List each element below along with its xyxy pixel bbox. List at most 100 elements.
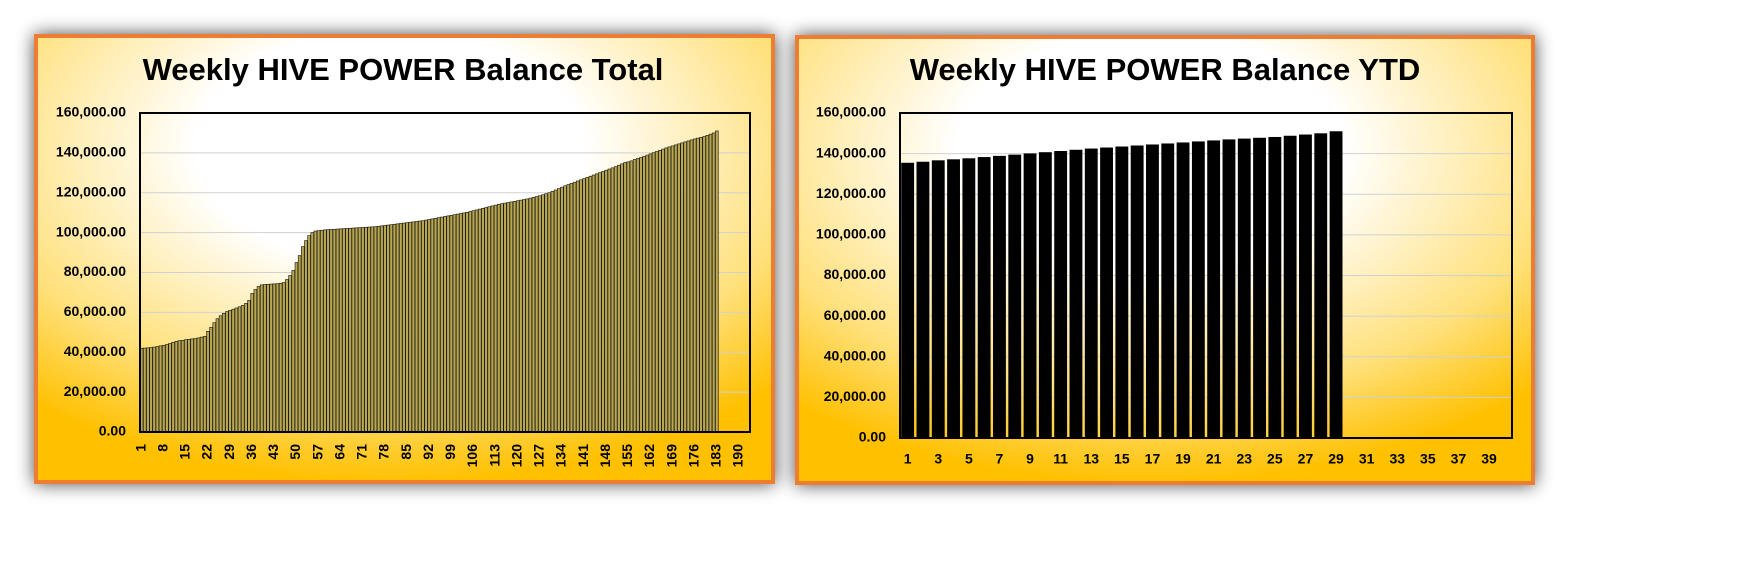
bar bbox=[367, 226, 371, 433]
x-tick-label: 120 bbox=[508, 444, 524, 468]
bar bbox=[203, 335, 207, 433]
bar bbox=[651, 152, 656, 433]
bar bbox=[244, 303, 248, 433]
bar bbox=[1069, 149, 1083, 438]
bar bbox=[351, 227, 356, 433]
bar bbox=[316, 230, 321, 433]
x-tick-label: 31 bbox=[1359, 451, 1375, 467]
bar bbox=[376, 225, 381, 433]
bar bbox=[1253, 137, 1266, 438]
bar bbox=[696, 137, 700, 433]
bar bbox=[1222, 139, 1236, 438]
bar bbox=[177, 340, 182, 433]
bar bbox=[525, 198, 529, 433]
y-tick-label: 0.00 bbox=[99, 423, 126, 439]
bar bbox=[563, 185, 567, 433]
x-tick-label: 78 bbox=[376, 444, 392, 460]
y-tick-label: 140,000.00 bbox=[816, 144, 886, 160]
bar bbox=[184, 339, 188, 433]
bar bbox=[664, 147, 668, 433]
bar bbox=[550, 191, 555, 433]
chart-title: Weekly HIVE POWER Balance YTD bbox=[910, 52, 1421, 87]
bar bbox=[171, 341, 175, 433]
bar bbox=[266, 283, 270, 433]
x-tick-label: 7 bbox=[996, 451, 1004, 467]
bar bbox=[557, 188, 561, 433]
bar bbox=[193, 338, 198, 433]
bar bbox=[259, 284, 264, 433]
bar bbox=[993, 155, 1006, 438]
bar bbox=[301, 246, 305, 433]
bar bbox=[591, 174, 596, 433]
x-tick-label: 13 bbox=[1083, 451, 1099, 467]
x-tick-label: 57 bbox=[309, 444, 325, 460]
chart-panel: Weekly HIVE POWER Balance YTD 0.00 20,000.… bbox=[795, 35, 1535, 485]
bar bbox=[294, 262, 299, 433]
bar bbox=[1084, 148, 1098, 438]
x-tick-label: 21 bbox=[1206, 451, 1222, 467]
x-tick-label: 71 bbox=[354, 444, 370, 460]
bar bbox=[361, 227, 365, 433]
bar bbox=[680, 142, 684, 433]
bar bbox=[161, 344, 166, 433]
bar bbox=[636, 158, 640, 433]
bar bbox=[240, 305, 245, 433]
x-tick-label: 25 bbox=[1267, 451, 1283, 467]
bar bbox=[962, 158, 976, 438]
bar bbox=[566, 184, 570, 433]
bar bbox=[531, 197, 536, 433]
x-tick-label: 99 bbox=[442, 444, 458, 460]
bar bbox=[947, 159, 960, 438]
bar bbox=[199, 336, 204, 433]
x-tick-label: 1 bbox=[132, 444, 148, 452]
bar bbox=[440, 216, 444, 433]
bar bbox=[380, 225, 384, 433]
bar bbox=[187, 338, 191, 433]
bar bbox=[478, 208, 482, 433]
bar bbox=[711, 132, 716, 433]
y-tick-label: 80,000.00 bbox=[64, 263, 126, 279]
bar bbox=[465, 211, 469, 433]
bar bbox=[455, 213, 460, 433]
bar bbox=[667, 146, 672, 433]
bar bbox=[180, 339, 185, 433]
bar bbox=[1268, 136, 1282, 438]
bar bbox=[547, 192, 552, 433]
bar bbox=[373, 226, 378, 433]
x-tick-label: 9 bbox=[1026, 451, 1034, 467]
bar bbox=[234, 307, 239, 433]
bar bbox=[430, 218, 435, 433]
bar bbox=[585, 177, 589, 433]
bar bbox=[386, 224, 390, 433]
bar bbox=[670, 145, 675, 433]
bar bbox=[149, 347, 153, 433]
x-tick-label: 5 bbox=[965, 451, 973, 467]
y-tick-label: 120,000.00 bbox=[816, 185, 886, 201]
bar bbox=[326, 229, 330, 433]
x-tick-label: 141 bbox=[575, 444, 591, 468]
bar bbox=[503, 202, 507, 433]
x-tick-label: 127 bbox=[531, 444, 547, 468]
bar bbox=[209, 327, 213, 433]
bar bbox=[522, 199, 526, 433]
bar bbox=[443, 216, 447, 433]
bar bbox=[1191, 141, 1205, 438]
bar bbox=[250, 293, 254, 433]
bar bbox=[639, 157, 643, 433]
x-tick-label: 1 bbox=[904, 451, 912, 467]
bar bbox=[411, 221, 416, 433]
bar bbox=[370, 226, 375, 433]
bar bbox=[661, 148, 665, 433]
bar bbox=[512, 201, 517, 433]
bar bbox=[146, 347, 150, 433]
bar bbox=[610, 167, 615, 433]
bar bbox=[313, 230, 318, 433]
x-tick-label: 8 bbox=[154, 444, 170, 452]
bar bbox=[196, 337, 201, 433]
bar bbox=[1207, 140, 1221, 438]
y-tick-label: 20,000.00 bbox=[64, 383, 126, 399]
bar bbox=[354, 227, 359, 433]
bar bbox=[534, 196, 539, 433]
bar bbox=[623, 162, 627, 433]
bar bbox=[613, 166, 618, 433]
